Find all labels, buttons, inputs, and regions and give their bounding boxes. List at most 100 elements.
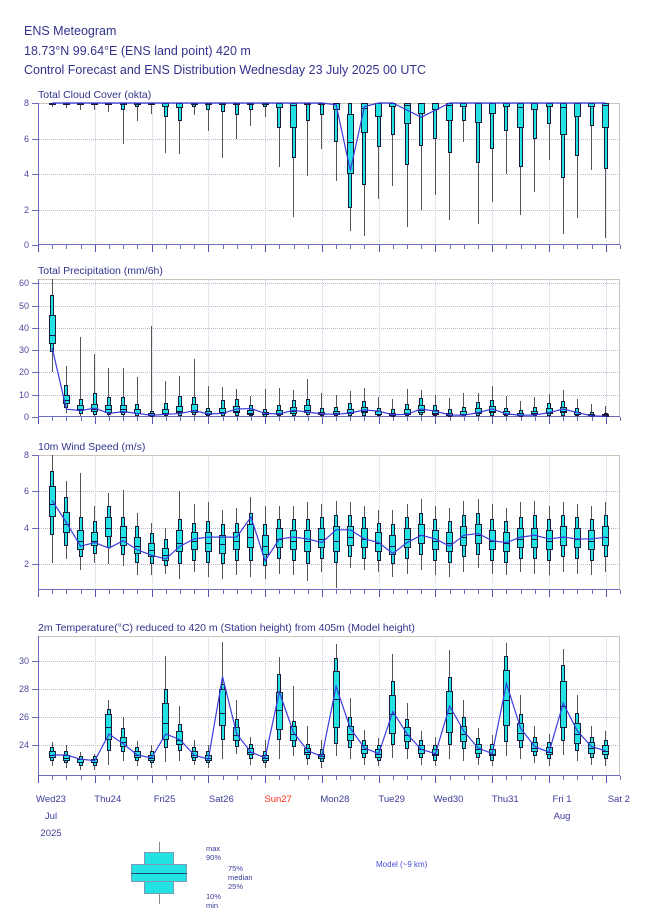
x-axis-minor-tick bbox=[506, 590, 508, 594]
x-axis-minor-tick bbox=[350, 245, 352, 249]
y-gridline bbox=[38, 527, 620, 529]
x-gridline bbox=[265, 455, 267, 590]
x-axis-minor-tick bbox=[563, 776, 565, 780]
x-axis-minor-tick bbox=[236, 417, 238, 421]
boxplot-temp bbox=[602, 636, 610, 776]
median-line bbox=[431, 103, 439, 104]
x-axis-minor-tick bbox=[194, 776, 196, 780]
model-resolution-label: Model (~9 km) bbox=[376, 860, 428, 869]
median-line bbox=[346, 142, 354, 144]
median-line bbox=[431, 540, 439, 542]
box-25-75 bbox=[133, 537, 141, 554]
median-line bbox=[559, 106, 567, 108]
median-line bbox=[573, 734, 581, 735]
whisker bbox=[293, 103, 294, 217]
y-gridline bbox=[38, 372, 620, 374]
y-gridline bbox=[38, 209, 620, 211]
x-axis-minor-tick bbox=[449, 590, 451, 594]
boxplot-wind bbox=[219, 455, 227, 590]
x-axis-minor-tick bbox=[364, 245, 366, 249]
median-line bbox=[332, 699, 340, 700]
median-line bbox=[318, 538, 326, 540]
x-axis-minor-tick bbox=[421, 245, 423, 249]
box-25-75 bbox=[588, 529, 596, 550]
y-axis-tick bbox=[32, 283, 38, 285]
x-axis-major-tick bbox=[38, 417, 39, 424]
x-axis-minor-tick bbox=[66, 417, 68, 421]
x-axis-day-label: Wed30 bbox=[433, 794, 464, 805]
x-axis-minor-tick bbox=[392, 245, 394, 249]
x-axis-minor-tick bbox=[108, 776, 110, 780]
x-axis-minor-tick bbox=[108, 245, 110, 249]
median-line bbox=[48, 755, 56, 756]
median-line bbox=[517, 732, 525, 734]
median-line bbox=[403, 538, 411, 540]
boxplot-wind bbox=[204, 455, 212, 590]
x-axis-major-tick bbox=[378, 245, 380, 252]
x-gridline bbox=[321, 279, 323, 417]
x-axis-major-tick bbox=[151, 417, 153, 424]
median-line bbox=[531, 413, 539, 415]
x-gridline bbox=[208, 636, 210, 776]
boxplot-wind bbox=[162, 455, 170, 590]
box-25-75 bbox=[602, 526, 610, 547]
median-line bbox=[517, 106, 525, 108]
legend-p75-label: 75% bbox=[228, 864, 244, 873]
x-axis-major-tick bbox=[265, 417, 267, 424]
y-axis-tick bbox=[32, 417, 38, 418]
x-axis-minor-tick bbox=[407, 245, 409, 249]
header-block: ENS Meteogram 18.73°N 99.64°E (ENS land … bbox=[24, 22, 634, 81]
median-line bbox=[133, 546, 141, 548]
box-25-75 bbox=[77, 529, 85, 550]
x-axis-minor-tick bbox=[279, 245, 281, 249]
x-axis-minor-tick bbox=[165, 245, 167, 249]
boxplot-cloud bbox=[417, 103, 425, 245]
y-axis-line bbox=[38, 103, 39, 245]
boxplot-cloud bbox=[446, 103, 454, 245]
median-line bbox=[517, 538, 525, 540]
x-gridline bbox=[435, 279, 437, 417]
y-axis-tick-label: 10 bbox=[18, 389, 29, 400]
whisker bbox=[108, 103, 110, 112]
x-axis-minor-tick bbox=[520, 417, 522, 421]
y-axis-tick bbox=[32, 745, 38, 747]
median-line bbox=[190, 540, 198, 542]
x-axis-minor-tick bbox=[80, 245, 82, 249]
boxplot-wind bbox=[261, 455, 269, 590]
whisker bbox=[122, 103, 124, 144]
x-axis-major-tick bbox=[378, 590, 380, 597]
box-25-75 bbox=[403, 103, 411, 125]
whisker bbox=[193, 103, 195, 116]
x-axis-major-tick bbox=[208, 776, 210, 783]
x-axis-minor-tick bbox=[463, 776, 465, 780]
x-gridline bbox=[605, 279, 607, 417]
x-axis-minor-tick bbox=[534, 245, 536, 249]
median-line bbox=[431, 412, 439, 414]
box-25-75 bbox=[204, 531, 212, 552]
whisker bbox=[392, 399, 394, 417]
y-axis-tick bbox=[32, 174, 38, 175]
boxplot-precip bbox=[105, 279, 113, 417]
x-axis-minor-tick bbox=[563, 417, 565, 421]
y-axis-tick-label: 60 bbox=[18, 278, 29, 289]
x-axis-major-tick bbox=[378, 417, 380, 424]
y-axis-tick-label: 24 bbox=[18, 740, 29, 751]
x-axis-minor-tick bbox=[250, 417, 252, 421]
median-line bbox=[219, 713, 227, 714]
boxplot-wind bbox=[346, 455, 354, 590]
x-axis-major-tick bbox=[549, 417, 551, 424]
median-line bbox=[48, 103, 56, 104]
box-25-75 bbox=[346, 408, 354, 415]
legend-min-label: min bbox=[206, 901, 219, 910]
chart-panel-precip: Total Precipitation (mm/6h) 0 10 20 30 40 50 60 bbox=[19, 265, 621, 424]
box-25-75 bbox=[545, 529, 553, 550]
median-line bbox=[77, 540, 85, 542]
y-axis-tick-label: 26 bbox=[18, 712, 29, 723]
whisker bbox=[321, 392, 323, 417]
boxplot-precip bbox=[247, 279, 255, 417]
y-axis-line bbox=[38, 279, 39, 417]
x-axis-minor-tick bbox=[137, 245, 139, 249]
x-axis-major-tick bbox=[265, 590, 267, 597]
median-line bbox=[204, 542, 212, 544]
